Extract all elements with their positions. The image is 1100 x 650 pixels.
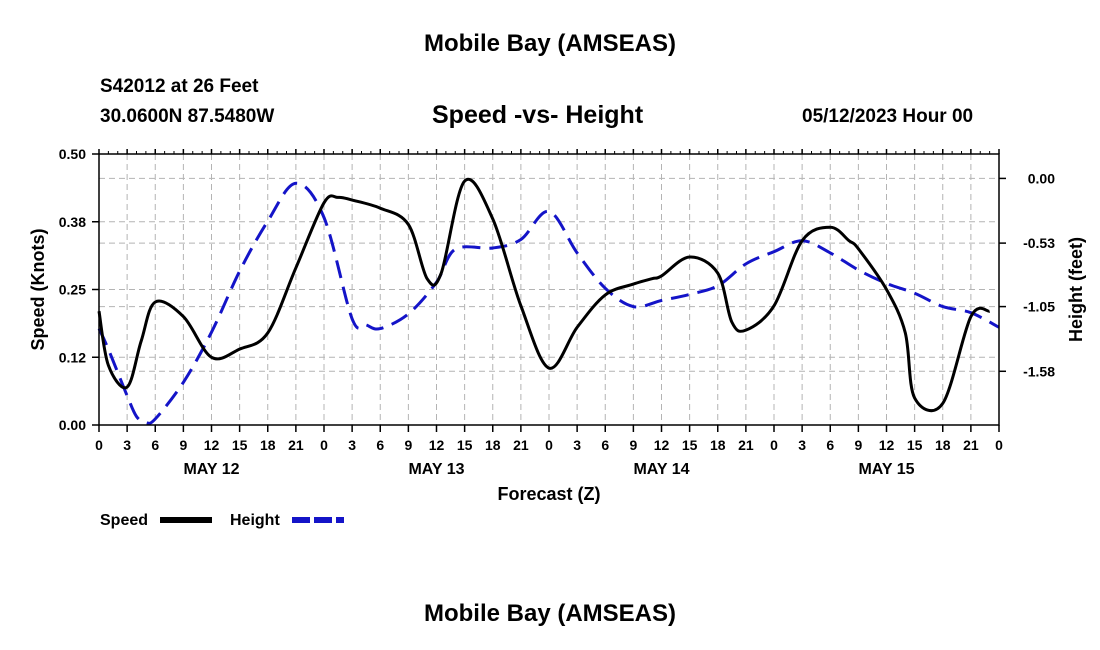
y-tick-label: 0.38 (59, 214, 86, 230)
x-tick-label: 6 (376, 437, 384, 453)
day-label: MAY 15 (858, 461, 914, 478)
x-tick-label: 18 (935, 437, 951, 453)
x-tick-label: 18 (260, 437, 276, 453)
chart-main-title: Mobile Bay (AMSEAS) (423, 30, 677, 57)
y2-tick-label: -1.58 (1023, 363, 1055, 379)
x-tick-label: 12 (879, 437, 895, 453)
legend-height-label: Height (230, 512, 280, 529)
y2-axis-title: Height (feet) (1066, 237, 1086, 342)
axes-layer: 0 3 6 9 12 15 18 21 0 3 6 9 12 15 18 21 0 3 6 9 12 15 18 21 0 3 6 9… (28, 146, 1086, 504)
day-label: MAY 12 (183, 461, 239, 478)
station-coordinates: 30.0600N 87.5480W (100, 106, 275, 127)
x-tick-label: 9 (854, 437, 862, 453)
grid-layer (99, 154, 999, 425)
x-tick-label: 15 (907, 437, 923, 453)
y2-tick-label: -1.05 (1023, 299, 1055, 315)
y-axis-title: Speed (Knots) (28, 228, 48, 350)
x-tick-label: 18 (485, 437, 501, 453)
x-tick-label: 18 (710, 437, 726, 453)
x-tick-label: 9 (179, 437, 187, 453)
x-tick-label: 0 (995, 437, 1003, 453)
station-label: S42012 at 26 Feet (100, 76, 259, 97)
x-tick-label: 0 (320, 437, 328, 453)
chart-subtitle: Speed -vs- Height (432, 101, 644, 129)
x-tick-label: 3 (123, 437, 131, 453)
bottom-chart-title: Mobile Bay (AMSEAS) (423, 600, 677, 627)
x-tick-label: 21 (738, 437, 754, 453)
x-tick-label: 12 (429, 437, 445, 453)
x-axis-title: Forecast (Z) (497, 484, 600, 504)
x-tick-label: 0 (545, 437, 553, 453)
x-tick-label: 15 (232, 437, 248, 453)
day-label: MAY 14 (633, 461, 689, 478)
x-tick-label: 12 (654, 437, 670, 453)
speed-series-line (97, 177, 991, 413)
x-tick-label: 9 (404, 437, 412, 453)
x-tick-label: 21 (963, 437, 979, 453)
y2-tick-label: 0.00 (1028, 170, 1055, 186)
series-layer (97, 177, 1000, 425)
x-tick-label: 0 (95, 437, 103, 453)
x-tick-label: 3 (798, 437, 806, 453)
legend: Speed Height (100, 512, 344, 529)
x-tick-label: 6 (601, 437, 609, 453)
x-tick-label: 15 (457, 437, 473, 453)
x-tick-label: 3 (573, 437, 581, 453)
x-tick-label: 15 (682, 437, 698, 453)
x-tick-label: 9 (629, 437, 637, 453)
height-series-line (97, 181, 1000, 425)
x-tick-label: 21 (513, 437, 529, 453)
x-tick-label: 21 (288, 437, 304, 453)
forecast-datetime: 05/12/2023 Hour 00 (802, 106, 974, 127)
x-tick-label: 0 (770, 437, 778, 453)
day-label: MAY 13 (408, 461, 464, 478)
x-tick-label: 6 (151, 437, 159, 453)
y-tick-label: 0.00 (59, 417, 86, 433)
y-tick-label: 0.50 (59, 146, 86, 162)
y-tick-label: 0.25 (59, 282, 86, 298)
x-tick-label: 6 (826, 437, 834, 453)
legend-speed-label: Speed (100, 512, 148, 529)
x-tick-label: 3 (348, 437, 356, 453)
x-tick-label: 12 (204, 437, 220, 453)
y-tick-label: 0.12 (59, 349, 86, 365)
y2-tick-label: -0.53 (1023, 235, 1055, 251)
